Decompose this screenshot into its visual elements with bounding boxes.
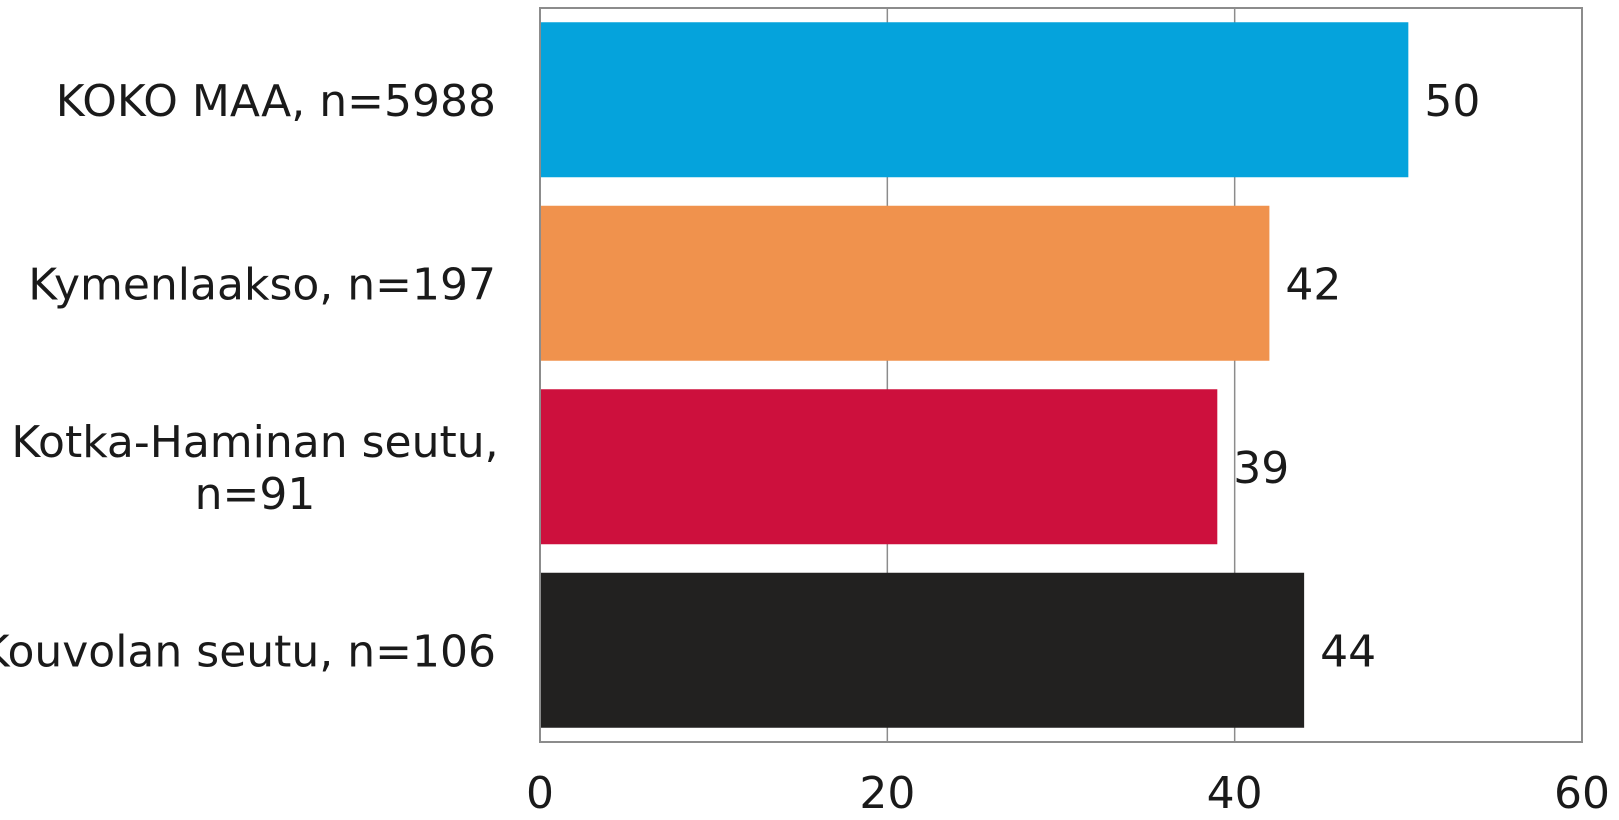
- x-tick-label-60: 60: [1554, 768, 1610, 819]
- x-axis-tick-labels: 0 20 40 60: [526, 768, 1610, 819]
- category-label-4: Kouvolan seutu, n=106: [0, 626, 496, 677]
- category-labels: KOKO MAA, n=5988 Kymenlaakso, n=197 Kotka-…: [0, 76, 499, 678]
- bars: [540, 22, 1409, 728]
- bar-2: [540, 205, 1270, 361]
- x-tick-label-20: 20: [859, 768, 915, 819]
- category-label-3: Kotka-Haminan seutu, n=91: [11, 417, 498, 520]
- data-label-3: 39: [1233, 443, 1289, 494]
- data-label-1: 50: [1424, 76, 1480, 127]
- data-labels: 50 42 39 44: [1233, 76, 1480, 678]
- category-label-1: KOKO MAA, n=5988: [56, 76, 496, 127]
- data-label-2: 42: [1285, 259, 1341, 310]
- bar-1: [540, 22, 1409, 178]
- bar-4: [540, 572, 1305, 728]
- category-label-2: Kymenlaakso, n=197: [28, 259, 496, 310]
- plot-border: [539, 7, 1583, 743]
- plot-frame: [539, 7, 1583, 743]
- data-label-4: 44: [1320, 626, 1376, 677]
- bar-3: [540, 389, 1218, 545]
- x-tick-label-0: 0: [526, 768, 554, 819]
- x-tick-label-40: 40: [1207, 768, 1263, 819]
